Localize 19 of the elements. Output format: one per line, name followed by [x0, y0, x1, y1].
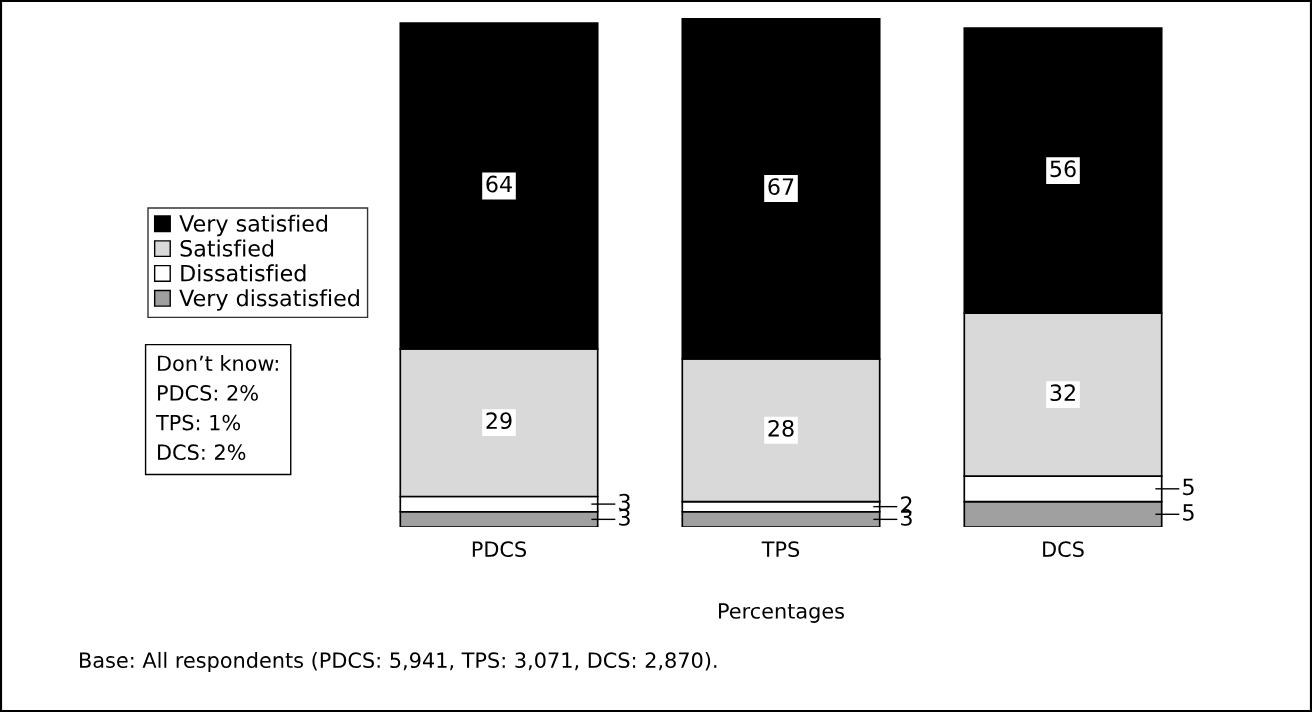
- data-label: 3: [619, 493, 630, 511]
- legend-label: Satisfied: [180, 239, 274, 257]
- data-label: 56: [1050, 160, 1076, 178]
- legend-label: Very dissatisfied: [179, 289, 359, 311]
- x-tick-label: TPS: [761, 541, 800, 558]
- text: Base: All respondents (PDCS: 5,941, TPS: 3,071, DCS: 2,870).: [80, 651, 717, 673]
- data-label: 5: [1183, 504, 1194, 521]
- data-label: 28: [768, 419, 794, 437]
- legend-label: Very satisfied: [179, 214, 328, 237]
- x-tick-label: PDCS: [472, 541, 527, 558]
- data-label: 5: [1183, 478, 1194, 496]
- text: Don’t know: PDCS: 2% TPS: 1% DCS: 2%: [155, 355, 278, 461]
- data-label: 64: [486, 175, 512, 193]
- x-tick-label: DCS: [1043, 541, 1084, 558]
- legend-label: Dissatisfied: [181, 264, 306, 282]
- x-axis-title: Percentages: [719, 603, 844, 623]
- data-label: 67: [768, 178, 794, 195]
- data-label: 32: [1050, 384, 1075, 402]
- data-label: 29: [486, 412, 512, 430]
